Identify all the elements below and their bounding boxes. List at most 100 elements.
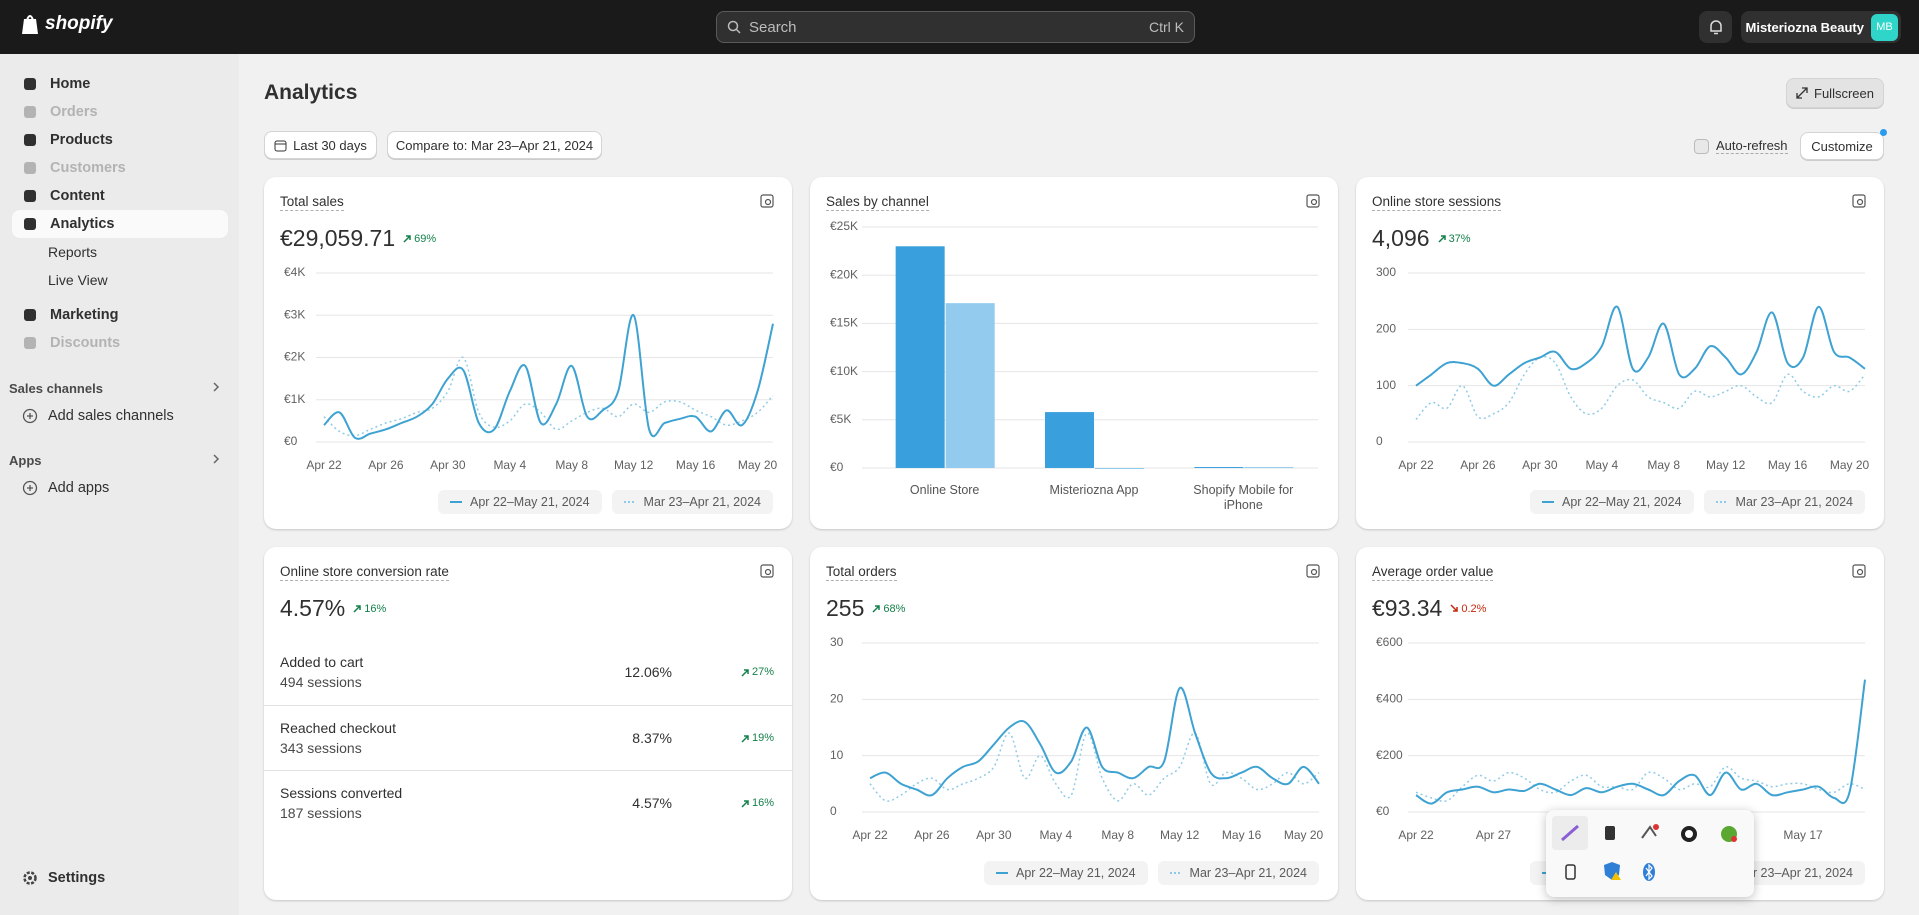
arrow-path [353,605,361,613]
y-tick-label: €2K [284,350,305,364]
legend-item[interactable]: Apr 22–May 21, 2024 [1530,490,1694,514]
row-label: Added to cart [280,654,364,670]
bar [1095,468,1144,469]
nav-item[interactable]: Content [12,182,228,210]
logo[interactable]: shopify [20,13,113,35]
metric: 4.57% 16% [280,595,386,622]
card-title[interactable]: Online store sessions [1372,194,1502,211]
card-title[interactable]: Total orders [826,564,897,581]
funnel-row: Reached checkout 343 sessions 8.37% 19% [264,705,792,770]
x-tick-label: May 4 [1039,828,1072,842]
bar [895,246,945,468]
card-menu-icon[interactable] [760,564,774,578]
y-tick-label: €0 [1376,804,1390,818]
legend: Apr 22–May 21, 2024 Mar 23–Apr 21, 2024 [438,490,773,514]
add-sales-channels[interactable]: Add sales channels [22,408,174,424]
trend-arrow [741,799,749,808]
chevron [213,454,220,464]
plus-icon [22,480,38,496]
nav-item[interactable]: Products [12,126,228,154]
nav-subitem[interactable]: Reports [48,244,98,260]
funnel-row: Sessions converted 187 sessions 4.57% 16% [264,770,792,835]
icon-shape [760,564,774,578]
store-avatar: MB [1871,13,1898,41]
trend-arrow [1450,604,1459,612]
checkbox[interactable] [1694,138,1709,154]
legend-label: Apr 22–May 21, 2024 [1016,866,1136,880]
metric-change: 37% [1438,233,1471,245]
x-tick-label: May 20 [738,458,778,472]
nav-item[interactable]: Home [12,70,228,98]
nav-label: Add sales channels [48,408,174,424]
legend-swatch [1715,501,1728,503]
sales-channels-heading[interactable]: Sales channels [9,381,221,396]
legend-swatch [450,501,463,503]
legend-item[interactable]: Mar 23–Apr 21, 2024 [1703,490,1865,514]
add-apps[interactable]: Add apps [22,480,109,496]
legend-item[interactable]: Mar 23–Apr 21, 2024 [611,490,773,514]
y-tick-label: €0 [830,460,844,474]
date-range-button[interactable]: Last 30 days [264,131,377,159]
x-tick-label: May 16 [1222,828,1262,842]
apps-heading[interactable]: Apps [9,453,221,468]
search-box[interactable]: Search Ctrl K [716,11,1195,43]
notifications-button[interactable] [1699,11,1732,43]
settings[interactable]: Settings [22,870,105,886]
card-title[interactable]: Sales by channel [826,194,929,211]
store-name: Misteriozna Beauty [1745,19,1864,35]
legend: Apr 22–May 21, 2024 Mar 23–Apr 21, 2024 [984,861,1319,885]
compare-button[interactable]: Compare to: Mar 23–Apr 21, 2024 [387,131,602,159]
icon-shape [1852,194,1866,208]
nav-label: Products [50,132,113,148]
x-tick-label: Misteriozna App [1049,483,1139,497]
nav-label: Marketing [50,307,119,323]
metric-value: 4,096 [1372,225,1430,251]
trend-arrow [741,668,749,677]
arrow-path [741,668,749,677]
calendar-icon [274,140,287,151]
row-sessions: 494 sessions [280,674,362,690]
y-tick-label: €1K [284,392,305,406]
metric: 255 68% [826,595,905,622]
y-tick-label: 300 [1376,265,1396,279]
legend-item[interactable]: Mar 23–Apr 21, 2024 [1157,861,1319,885]
system-tray-popup [1546,810,1754,897]
card-menu-icon[interactable] [1306,194,1320,208]
series-line [323,314,774,440]
auto-refresh[interactable]: Auto-refresh [1694,138,1788,154]
button-label: Last 30 days [293,137,367,153]
nav-subitem[interactable]: Live View [48,272,108,288]
legend-item[interactable]: Apr 22–May 21, 2024 [984,861,1148,885]
nav-spacer [12,294,228,301]
nav-item: Discounts [12,329,228,357]
legend-label: Apr 22–May 21, 2024 [470,495,590,509]
nav-item[interactable]: Marketing [12,301,228,329]
nav-item[interactable]: Analytics [12,210,228,238]
card-menu-icon[interactable] [1306,564,1320,578]
y-tick-label: €0 [284,434,298,448]
button-label: Compare to: Mar 23–Apr 21, 2024 [395,137,594,153]
store-menu[interactable]: Misteriozna Beauty MB [1741,11,1901,43]
card-title[interactable]: Online store conversion rate [280,564,449,581]
legend-item[interactable]: Apr 22–May 21, 2024 [438,490,602,514]
fullscreen-button[interactable]: Fullscreen [1786,78,1884,108]
legend-swatch [623,501,636,503]
x-tick-label: Apr 27 [1476,828,1512,842]
arrow-path [741,799,749,808]
x-tick-label: Apr 30 [976,828,1012,842]
metric: €29,059.71 69% [280,225,436,252]
card-menu-icon[interactable] [1852,194,1866,208]
y-tick-label: €10K [830,364,858,378]
line-chart: €0 €200 €400 €600 Apr 22 Apr 27 May 17 [1376,635,1866,842]
customize-button[interactable]: Customize [1800,132,1884,160]
card-title[interactable]: Average order value [1372,564,1494,581]
series-line [1415,679,1866,805]
card-menu-icon[interactable] [760,194,774,208]
series-line [323,356,774,437]
line-chart: 0 100 200 300 Apr 22 Apr 26 Apr 30 May 4 May 8 Ma… [1376,265,1870,472]
card-menu-icon[interactable] [1852,564,1866,578]
x-tick-label: Apr 22 [1398,828,1434,842]
metric-value: 255 [826,595,865,621]
card-title[interactable]: Total sales [280,194,344,211]
row-sessions: 187 sessions [280,805,362,821]
